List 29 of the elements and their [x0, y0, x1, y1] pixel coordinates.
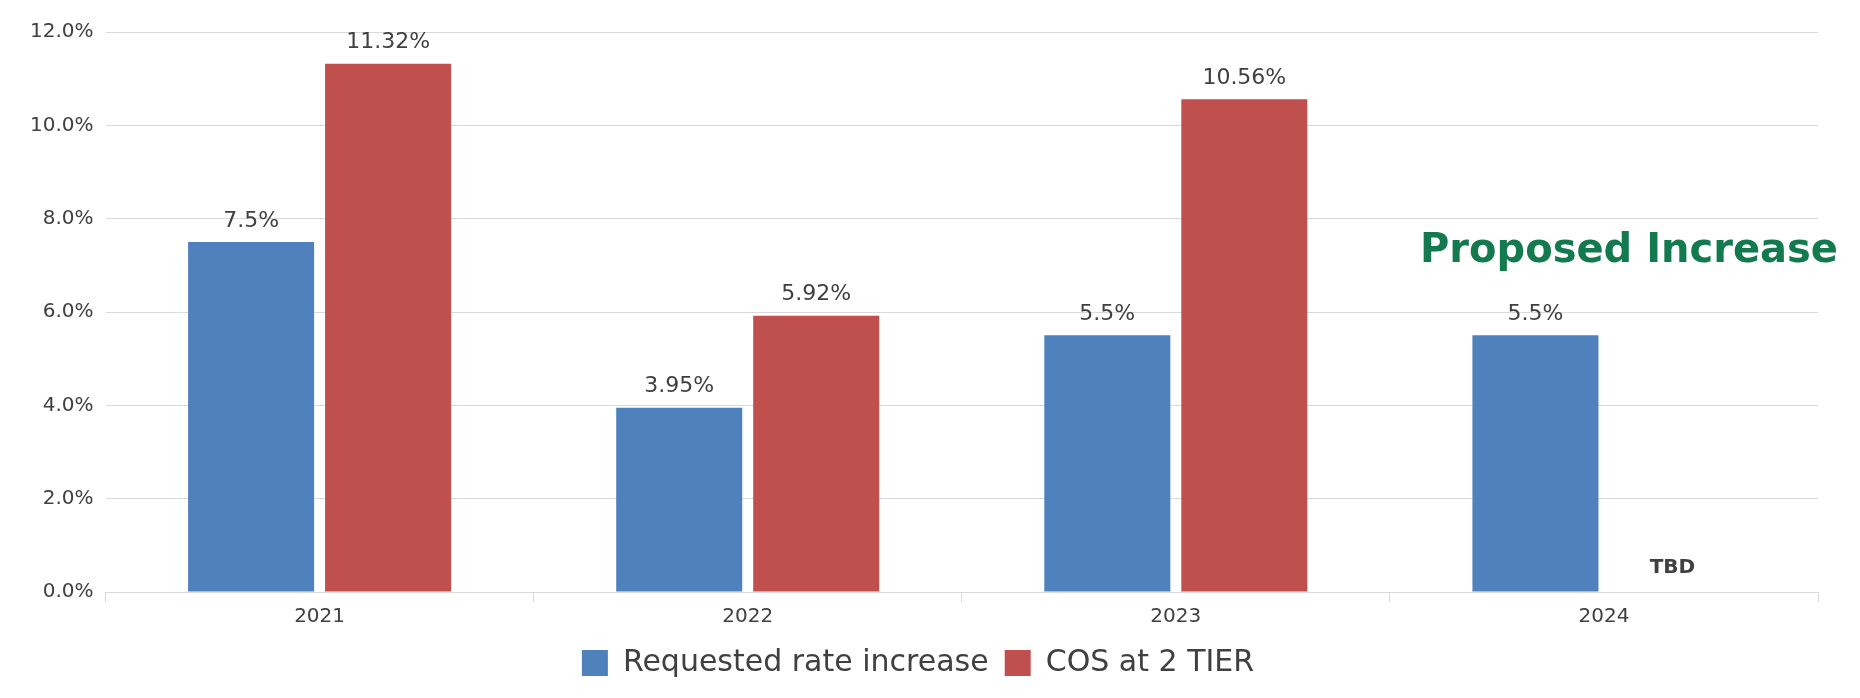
- bar: [753, 315, 880, 592]
- x-tick-label: 2023: [1150, 603, 1202, 628]
- data-label: 11.32%: [346, 28, 431, 54]
- y-tick-label: 8.0%: [42, 204, 94, 229]
- data-label: 7.5%: [223, 206, 280, 232]
- y-tick-label: 4.0%: [42, 391, 94, 416]
- y-tick-label: 0.0%: [42, 578, 94, 603]
- y-tick-label: 2.0%: [42, 484, 94, 509]
- bar: [188, 242, 315, 592]
- x-tick-label: 2021: [294, 603, 346, 628]
- legend-label: Requested rate increase: [622, 642, 989, 678]
- y-tick-label: 6.0%: [42, 298, 94, 323]
- data-label: 5.5%: [1079, 300, 1136, 326]
- y-tick-label: 10.0%: [29, 111, 94, 136]
- y-tick-label: 12.0%: [29, 18, 94, 43]
- legend-label: COS at 2 TIER: [1045, 642, 1255, 678]
- bar: [1044, 335, 1171, 592]
- data-label: 10.56%: [1202, 63, 1287, 89]
- bar: [325, 63, 452, 592]
- data-label: 3.95%: [644, 372, 715, 398]
- x-tick-label: 2022: [722, 603, 774, 628]
- bar: [616, 407, 743, 592]
- data-label: 5.5%: [1507, 300, 1564, 326]
- bar: [1472, 335, 1599, 592]
- bar: [1181, 99, 1308, 592]
- annotation: TBD: [1649, 554, 1696, 579]
- data-label: 5.92%: [781, 280, 852, 306]
- annotation: Proposed Increase: [1420, 224, 1838, 271]
- x-tick-label: 2024: [1578, 603, 1630, 628]
